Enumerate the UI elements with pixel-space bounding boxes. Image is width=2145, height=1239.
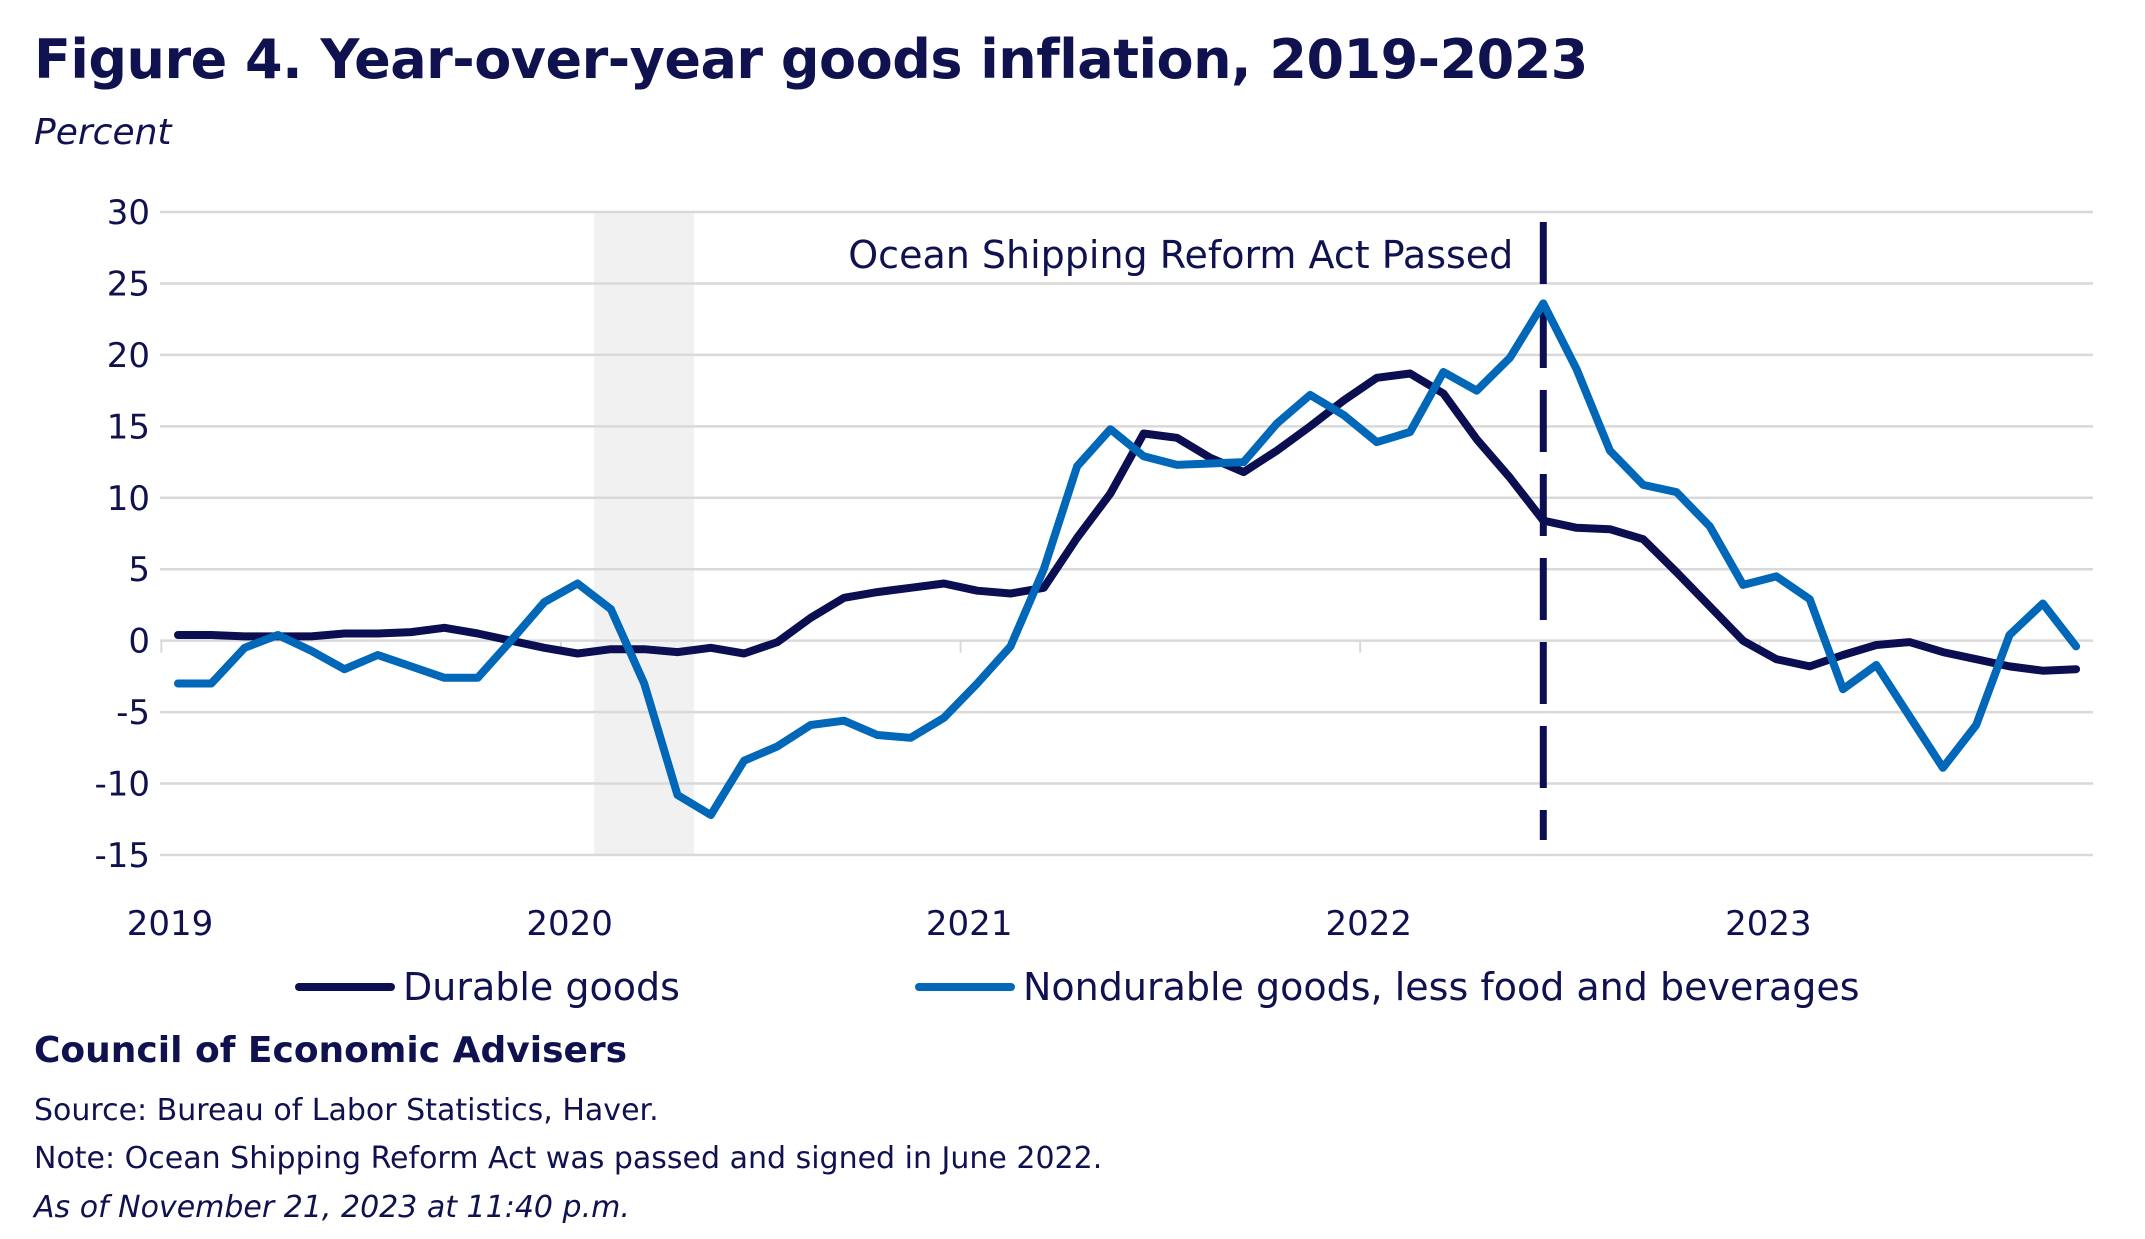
y-tick-label: -10 — [94, 765, 150, 805]
nondurable-goods-line — [174, 299, 2081, 819]
legend-swatch-durable — [295, 983, 395, 991]
y-tick-label: 10 — [107, 479, 150, 519]
y-tick-label: 0 — [128, 622, 150, 662]
y-axis-unit-label: Percent — [34, 112, 172, 153]
x-tick-label: 2022 — [1326, 904, 1413, 944]
y-tick-label: -15 — [94, 836, 150, 876]
as-of-date: As of November 21, 2023 at 11:40 p.m. — [34, 1190, 630, 1225]
legend-label-nondurable: Nondurable goods, less food and beverage… — [1023, 965, 1860, 1009]
y-tick-label: 30 — [107, 193, 150, 233]
legend-label-durable: Durable goods — [403, 965, 680, 1009]
durable-goods-line — [174, 369, 2081, 675]
y-tick-label: 20 — [107, 336, 150, 376]
organization-name: Council of Economic Advisers — [34, 1030, 628, 1071]
y-tick-label: 25 — [107, 264, 150, 304]
legend-item-nondurable: Nondurable goods, less food and beverage… — [915, 965, 1860, 1009]
x-tick-label: 2020 — [526, 904, 613, 944]
legend-swatch-nondurable — [915, 983, 1015, 991]
y-tick-label: 15 — [107, 407, 150, 447]
x-tick-label: 2023 — [1725, 904, 1812, 944]
legend-item-durable: Durable goods — [295, 965, 680, 1009]
line-chart: 30 25 20 15 10 5 0 -5 -10 -15 2019 2020 2021 2022 202… — [94, 193, 2093, 944]
y-tick-label: -5 — [116, 693, 150, 733]
y-tick-label: 5 — [128, 550, 150, 590]
source-note: Source: Bureau of Labor Statistics, Have… — [34, 1093, 659, 1128]
footnote: Note: Ocean Shipping Reform Act was pass… — [34, 1141, 1103, 1176]
x-tick-label: 2019 — [127, 904, 214, 944]
chart-title: Figure 4. Year-over-year goods inflation… — [34, 28, 1588, 91]
annotation-label: Ocean Shipping Reform Act Passed — [848, 233, 1513, 277]
x-tick-label: 2021 — [926, 904, 1013, 944]
shaded-period — [594, 212, 695, 855]
